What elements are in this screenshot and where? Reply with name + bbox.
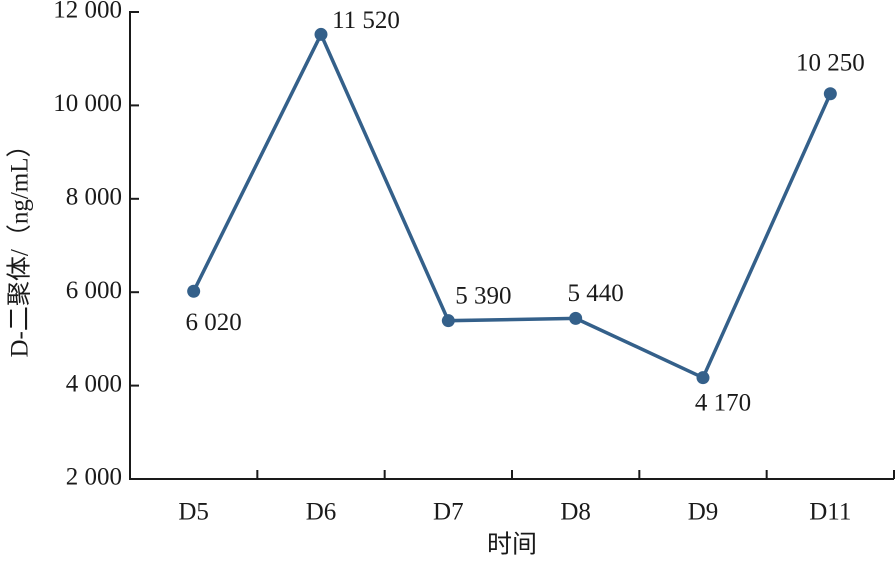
y-tick-label: 6 000 [66,277,122,304]
y-tick-label: 8 000 [66,184,122,211]
point [696,371,710,385]
point [314,27,328,41]
point [823,87,837,101]
data-label: 4 170 [695,389,751,416]
data-label: 5 440 [568,280,624,307]
y-tick-label: 10 000 [53,90,122,117]
point [187,284,201,298]
y-axis-title: D-二聚体/（ng/mL） [6,133,34,358]
point [569,311,583,325]
data-label: 6 020 [186,309,242,336]
data-label: 10 250 [796,49,865,76]
x-axis-title: 时间 [487,531,537,559]
data-label: 11 520 [332,7,400,34]
x-tick-label: D5 [178,499,209,526]
y-tick-label: 12 000 [53,0,122,24]
x-tick-label: D8 [560,499,591,526]
x-tick-label: D11 [809,499,851,526]
x-tick-label: D9 [688,499,719,526]
data-label: 5 390 [455,282,511,309]
y-tick-label: 4 000 [66,370,122,397]
point [441,314,455,328]
y-tick-label: 2 000 [66,464,122,491]
x-tick-label: D7 [433,499,464,526]
line [192,30,832,380]
x-tick-label: D6 [306,499,337,526]
